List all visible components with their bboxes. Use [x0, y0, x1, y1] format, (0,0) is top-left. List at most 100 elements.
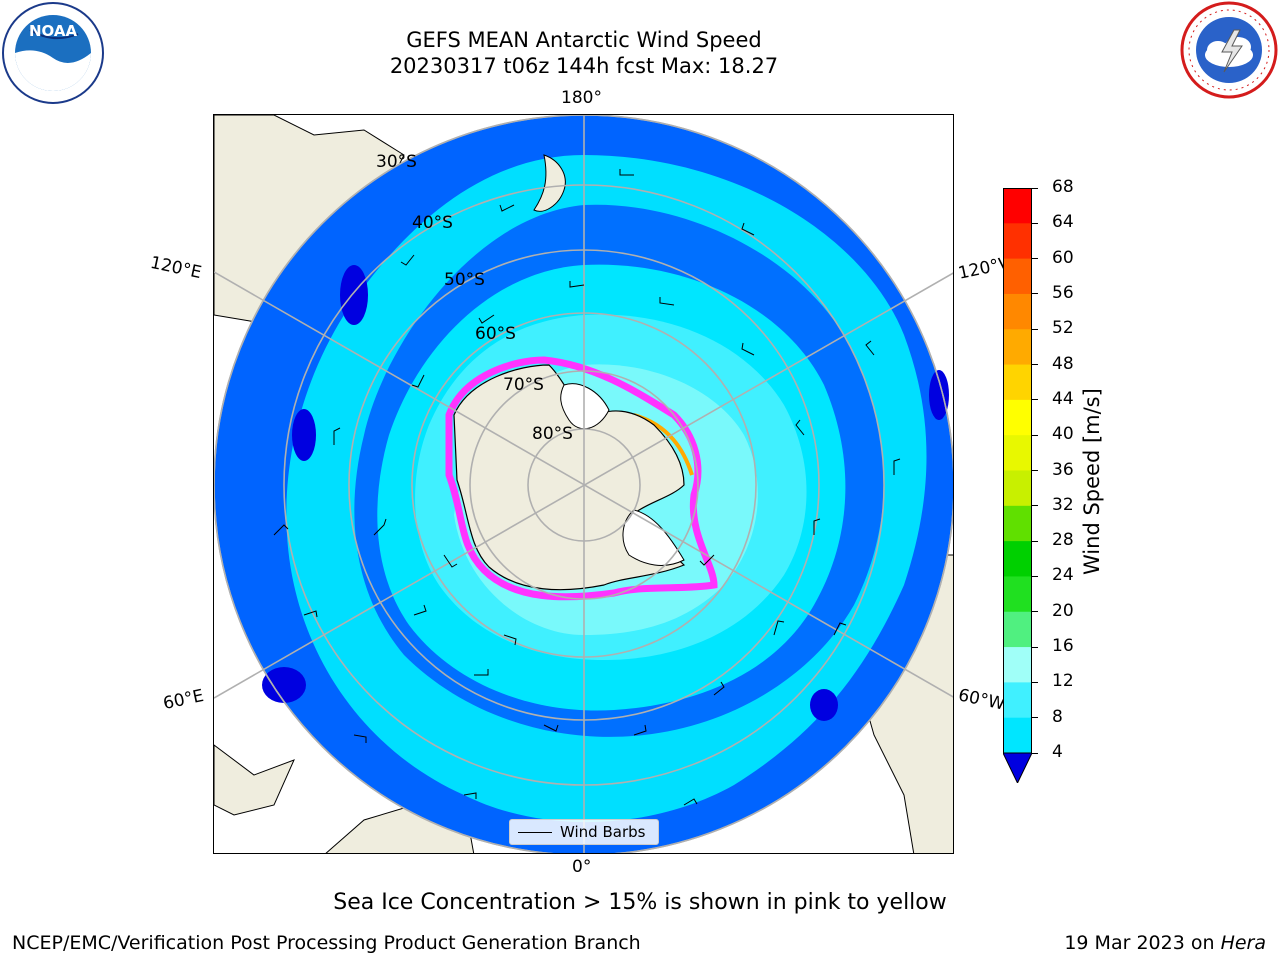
colorbar-band	[1003, 541, 1032, 577]
polar-map	[214, 115, 953, 853]
new-zealand-land	[533, 154, 566, 212]
wind-barb	[273, 524, 289, 536]
lat-label-50S: 50°S	[444, 270, 485, 290]
sea-ice-edge	[445, 356, 718, 601]
wind-barb	[373, 518, 387, 536]
wind-barb	[411, 374, 425, 388]
map-title: GEFS MEAN Antarctic Wind Speed	[406, 28, 762, 52]
colorbar	[1002, 188, 1033, 785]
wind-barb	[683, 798, 698, 806]
colorbar-tick-mark	[1032, 222, 1038, 224]
colorbar-tick-mark	[1032, 258, 1038, 260]
lon-label-180: 180°	[561, 88, 602, 108]
colorbar-band	[1003, 470, 1032, 507]
colorbar-tick-label: 40	[1052, 424, 1074, 445]
colorbar-tick-label: 36	[1052, 459, 1074, 480]
wind-barb	[503, 634, 517, 646]
lat-label-40S: 40°S	[412, 213, 453, 233]
weddell-ice-shelf	[622, 509, 685, 566]
wind-barb	[619, 169, 634, 176]
colorbar-tick-label: 48	[1052, 353, 1074, 374]
wind-barb	[303, 610, 318, 618]
colorbar-tick-label: 8	[1052, 706, 1063, 727]
lon-label-120E: 120°E	[148, 252, 204, 284]
footer-date-text: 19 Mar 2023 on	[1064, 932, 1215, 954]
lat-label-60S: 60°S	[475, 324, 516, 344]
wind-barb	[443, 554, 458, 568]
wind-barb	[474, 669, 489, 676]
colorbar-tick-mark	[1032, 540, 1038, 542]
colorbar-outline	[1003, 188, 1032, 754]
graticule	[214, 115, 953, 853]
calm-patch-5	[929, 370, 949, 420]
wind-barb	[333, 427, 341, 445]
colorbar-tick-mark	[1032, 364, 1038, 366]
meridian-60E-120W	[214, 272, 953, 699]
colorbar-tick-mark	[1032, 717, 1038, 719]
colorbar-band	[1003, 717, 1032, 754]
colorbar-tick-mark	[1032, 293, 1038, 295]
colorbar-tick-mark	[1032, 505, 1038, 507]
noaa-logo-text: NOAA	[29, 22, 78, 40]
colorbar-tick-label: 44	[1052, 388, 1074, 409]
colorbar-tick-label: 52	[1052, 318, 1074, 339]
footer-host: Hera	[1220, 932, 1266, 954]
colorbar-band	[1003, 364, 1032, 401]
lat-label-80S: 80°S	[532, 424, 573, 444]
colorbar-band	[1003, 258, 1032, 295]
wind-barb	[463, 792, 477, 799]
wind-barb	[833, 622, 847, 636]
colorbar-tick-label: 4	[1052, 742, 1063, 762]
colorbar-band	[1003, 293, 1032, 330]
colorbar-tick-mark	[1032, 470, 1038, 471]
wind-barb	[659, 297, 675, 306]
colorbar-band	[1003, 576, 1032, 613]
calm-patch-2	[292, 409, 316, 461]
wind-barb	[795, 419, 805, 436]
wind-barbs	[273, 169, 901, 806]
colorbar-band	[1003, 611, 1032, 648]
colorbar-tick-mark	[1032, 681, 1038, 683]
legend-label: Wind Barbs	[560, 823, 646, 841]
wind-barb	[741, 342, 755, 356]
wind-barb	[353, 734, 367, 743]
noaa-logo: NOAA	[0, 0, 106, 106]
lon-label-60W: 60°W	[956, 685, 1007, 715]
colorbar-tick-mark	[1032, 611, 1038, 613]
colorbar-band	[1003, 682, 1032, 719]
wind-barb	[773, 620, 785, 636]
footer-date: 19 Mar 2023 on Hera	[1064, 932, 1266, 954]
wind-barb	[893, 458, 901, 475]
sea-ice-caption: Sea Ice Concentration > 15% is shown in …	[333, 890, 947, 915]
madagascar-land	[214, 744, 295, 816]
colorbar-tick-mark	[1032, 187, 1038, 189]
colorbar-band	[1003, 647, 1032, 683]
wind-barb	[813, 518, 821, 535]
colorbar-tick-mark	[1032, 575, 1038, 577]
lon-label-60E: 60°E	[161, 685, 206, 715]
lat-label-70S: 70°S	[503, 375, 544, 395]
wind-barb	[741, 222, 755, 236]
map-legend: Wind Barbs	[509, 819, 659, 845]
colorbar-band	[1003, 223, 1032, 260]
colorbar-band	[1003, 188, 1032, 224]
map-subtitle: 20230317 t06z 144h fcst Max: 18.27	[389, 54, 779, 78]
colorbar-title: Wind Speed [m/s]	[1080, 388, 1104, 575]
colorbar-tick-label: 20	[1052, 600, 1074, 621]
colorbar-tick-label: 68	[1052, 177, 1074, 197]
map-frame	[213, 114, 954, 854]
colorbar-band	[1003, 505, 1032, 542]
colorbar-tick-label: 28	[1052, 530, 1074, 551]
wind-barb	[499, 204, 515, 212]
calm-patch-3	[262, 667, 306, 703]
calm-patch-4	[810, 689, 838, 721]
colorbar-tick-mark	[1032, 646, 1038, 648]
wind-barb	[478, 314, 495, 324]
colorbar-tick-mark	[1032, 752, 1038, 754]
colorbar-tick-label: 60	[1052, 247, 1074, 268]
colorbar-tick-label: 24	[1052, 565, 1074, 586]
colorbar-tick-label: 32	[1052, 494, 1074, 515]
wind-barb	[699, 554, 715, 566]
wind-barb	[865, 340, 875, 356]
lat-label-30S: 30°S	[376, 152, 417, 172]
